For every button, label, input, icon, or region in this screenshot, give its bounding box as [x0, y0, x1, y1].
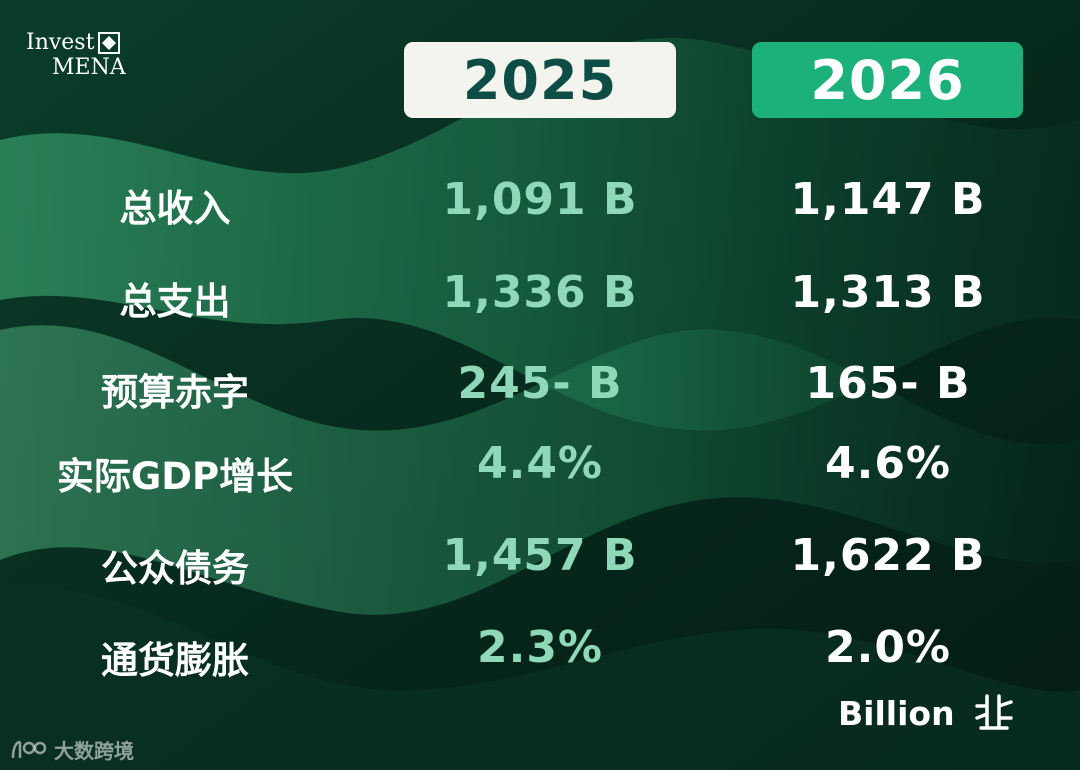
value-2025: 2.3%: [476, 622, 604, 673]
brand-text: Billion: [838, 693, 955, 733]
value-2026: 4.6%: [824, 438, 952, 489]
row-label: 预算赤字: [101, 371, 249, 414]
year-header-2025: 2025: [404, 42, 676, 118]
value-2026: 2.0%: [824, 622, 952, 673]
row-label: 总支出: [119, 280, 231, 323]
value-2026: 1,622 B: [790, 530, 986, 581]
value-2025: 4.4%: [476, 438, 604, 489]
row-label: 实际GDP增长: [56, 455, 294, 498]
watermark-logo-icon: [11, 740, 47, 758]
investmena-logo: Invest MENA: [26, 30, 126, 80]
logo-line1: Invest: [26, 30, 95, 55]
year-header-2026: 2026: [752, 42, 1023, 118]
value-2026: 1,147 B: [790, 174, 986, 225]
row-label: 总收入: [119, 187, 231, 230]
value-2026: 165- B: [805, 358, 971, 409]
value-2025: 1,091 B: [442, 174, 638, 225]
value-2025: 245- B: [457, 358, 623, 409]
value-2026: 1,313 B: [790, 267, 986, 318]
watermark-text: 大数跨境: [54, 739, 134, 763]
watermark: 大数跨境: [10, 735, 134, 764]
billion-brand: Billion: [838, 692, 1015, 734]
row-label: 公众债务: [101, 547, 249, 590]
value-2025: 1,336 B: [442, 267, 638, 318]
row-label: 通货膨胀: [101, 639, 249, 682]
value-2025: 1,457 B: [442, 530, 638, 581]
billion-logo-icon: [974, 694, 1013, 730]
logo-diamond-icon: [98, 31, 121, 54]
logo-line2: MENA: [52, 55, 126, 80]
